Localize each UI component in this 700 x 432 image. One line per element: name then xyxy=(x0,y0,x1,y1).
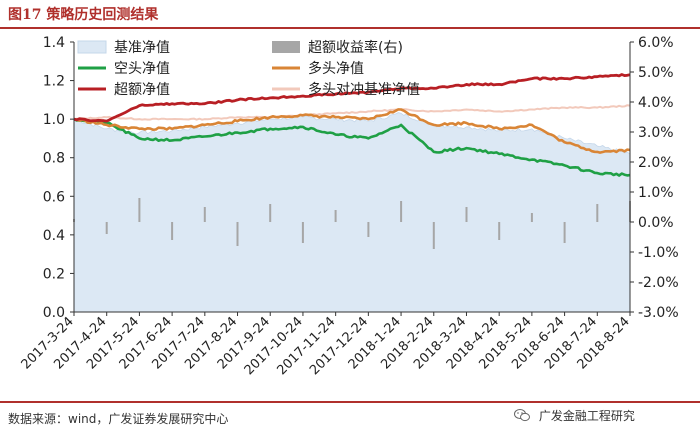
series-line-long xyxy=(73,108,631,154)
brand-label: 广发金融工程研究 xyxy=(538,409,635,423)
right-tick-label: -2.0% xyxy=(638,275,679,291)
excess-return-bar xyxy=(432,222,435,249)
right-tick-label: 0.0% xyxy=(638,215,674,231)
excess-return-bar xyxy=(334,210,337,222)
right-tick-label: -1.0% xyxy=(638,245,679,261)
left-tick-label: 0.2 xyxy=(43,266,65,282)
left-tick-label: 0.6 xyxy=(43,189,65,205)
excess-return-bar xyxy=(301,222,304,243)
excess-return-bar xyxy=(269,204,272,222)
figure-label: 图17 xyxy=(8,7,42,23)
excess-return-bar xyxy=(367,222,370,237)
left-tick-label: 1.4 xyxy=(43,35,65,51)
source-note: 数据来源：wind，广发证券发展研究中心 xyxy=(8,412,229,426)
excess-return-bar xyxy=(530,213,533,222)
right-tick-label: 4.0% xyxy=(638,95,674,111)
series-line-short xyxy=(73,117,631,177)
footer-rule xyxy=(0,401,700,403)
series-line-long-hedged xyxy=(73,104,631,121)
series-line-excess xyxy=(73,73,631,123)
legend-label: 基准净值 xyxy=(114,39,170,56)
excess-return-bar xyxy=(596,204,599,222)
left-tick-label: 1.0 xyxy=(43,112,65,128)
left-tick-label: 1.2 xyxy=(43,74,65,90)
left-tick-label: 0.4 xyxy=(43,228,65,244)
excess-return-bar xyxy=(236,222,239,246)
brand-watermark: 广发金融工程研究 xyxy=(514,407,635,424)
legend-swatch xyxy=(77,40,107,54)
legend-label: 多头对冲基准净值 xyxy=(308,81,420,98)
legend-label: 空头净值 xyxy=(114,61,170,77)
right-tick-label: 3.0% xyxy=(638,125,674,141)
right-tick-label: 2.0% xyxy=(638,155,674,171)
excess-return-bar xyxy=(105,222,108,234)
figure-title: 图17 策略历史回测结果 xyxy=(8,4,158,24)
right-tick-label: -3.0% xyxy=(638,305,679,321)
excess-return-bar xyxy=(138,198,141,222)
wechat-icon xyxy=(514,409,530,422)
figure-title-text: 策略历史回测结果 xyxy=(46,7,159,23)
legend-label: 超额净值 xyxy=(114,82,170,98)
excess-return-bar xyxy=(171,222,174,240)
legend-swatch xyxy=(272,41,300,53)
right-tick-label: 5.0% xyxy=(638,65,674,81)
line-chart: 0.0 0.2 0.4 0.6 0.8 1.0 1.2 1.4 -3.0% -2.0% -1.0% 0… xyxy=(19,35,679,378)
excess-return-bar xyxy=(563,222,566,243)
right-tick-label: 1.0% xyxy=(638,185,674,201)
excess-return-bar xyxy=(400,201,403,222)
excess-return-bar xyxy=(203,207,206,222)
legend-label: 超额收益率(右) xyxy=(308,39,403,56)
excess-return-bar xyxy=(465,207,468,222)
left-tick-label: 0.0 xyxy=(43,305,65,321)
series-area-benchmark xyxy=(73,112,631,313)
excess-return-bar xyxy=(498,222,501,240)
title-rule xyxy=(0,27,700,29)
left-tick-label: 0.8 xyxy=(43,151,65,167)
legend-label: 多头净值 xyxy=(308,60,364,77)
right-tick-label: 6.0% xyxy=(638,35,674,51)
